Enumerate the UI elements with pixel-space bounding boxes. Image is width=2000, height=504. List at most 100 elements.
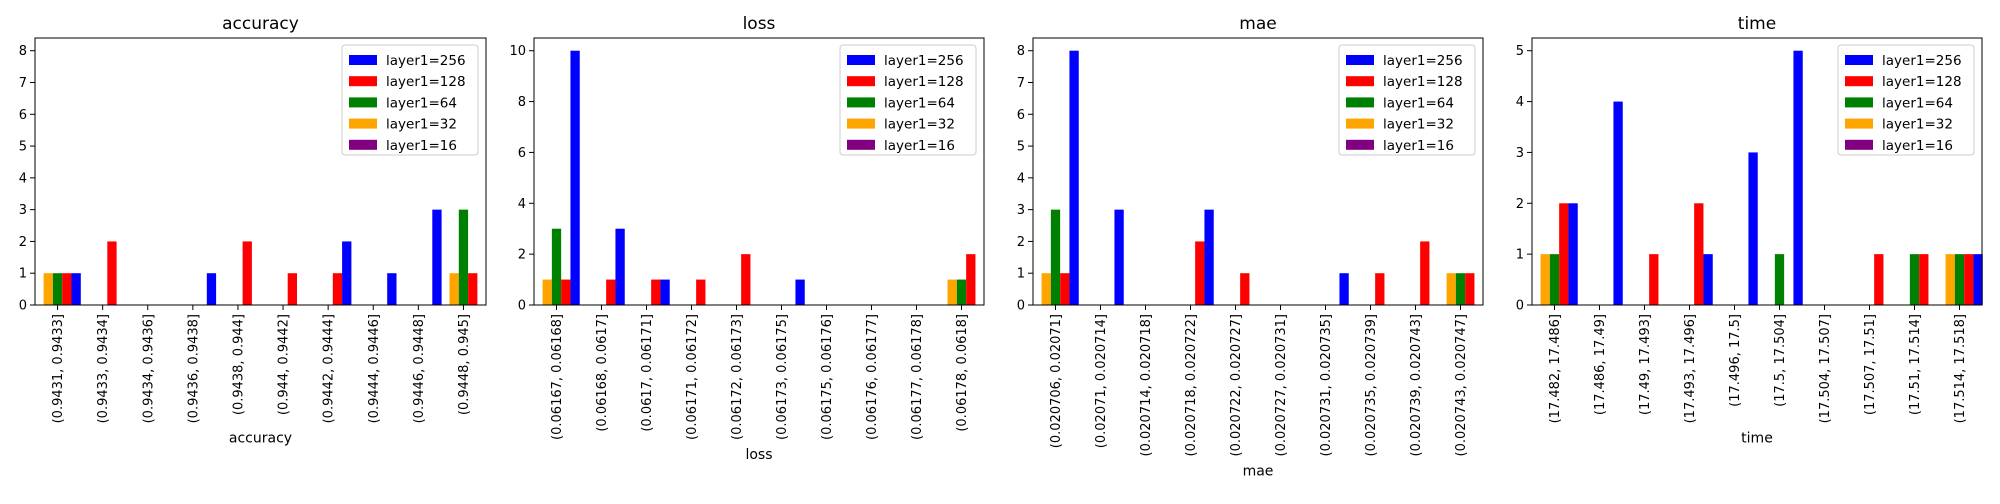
x-tick-label: (0.02071, 0.020714] <box>1094 314 1109 448</box>
bar-layer1-256-5 <box>795 279 805 305</box>
bar-layer1-128-9 <box>966 254 976 305</box>
y-tick-label: 0 <box>1516 299 1524 314</box>
y-tick-label: 3 <box>1017 203 1025 218</box>
x-tick-label: (0.06178, 0.0618] <box>955 314 970 432</box>
x-tick-label: (0.9448, 0.945] <box>457 314 472 415</box>
x-tick-label: (0.9444, 0.9446] <box>367 314 382 423</box>
y-tick-label: 8 <box>19 44 27 59</box>
y-tick-label: 5 <box>1017 140 1025 155</box>
bar-layer1-128-2 <box>651 279 661 305</box>
legend-swatch <box>1845 76 1873 87</box>
y-tick-label: 6 <box>19 108 27 123</box>
chart-title: loss <box>743 14 776 34</box>
bar-layer1-128-9 <box>1465 273 1475 305</box>
y-tick-label: 4 <box>1516 95 1524 110</box>
legend-label: layer1=32 <box>1383 117 1454 133</box>
legend-swatch <box>1845 118 1873 129</box>
bar-layer1-128-8 <box>1420 241 1430 305</box>
y-tick-label: 2 <box>1017 235 1025 250</box>
legend-label: layer1=32 <box>1882 117 1953 133</box>
legend-swatch <box>1845 55 1873 65</box>
bar-layer1-64-5 <box>1774 254 1785 305</box>
bar-layer1-64-9 <box>1954 254 1965 305</box>
y-tick-label: 1 <box>19 267 27 282</box>
bar-layer1-128-3 <box>1694 203 1704 305</box>
bar-layer1-64-9 <box>956 279 967 305</box>
x-tick-label: (0.06173, 0.06175] <box>775 314 790 440</box>
bar-layer1-128-7 <box>1874 254 1884 305</box>
x-axis-label: accuracy <box>229 430 292 446</box>
bar-layer1-32-9 <box>947 279 957 305</box>
chart-panel-accuracy: accuracy 0 1 2 3 4 5 6 7 8 (0.9431, 0.9433] (0.9433… <box>19 14 487 446</box>
bar-layer1-64-0 <box>1549 254 1560 305</box>
bar-layer1-64-0 <box>1050 209 1061 305</box>
legend-swatch <box>847 97 875 108</box>
legend: layer1=256 layer1=128 layer1=64 layer1=32 la… <box>1338 44 1476 156</box>
x-tick-label: (17.49, 17.493] <box>1638 314 1653 415</box>
bar-layer1-128-1 <box>107 241 117 305</box>
legend-label: layer1=32 <box>386 117 457 133</box>
legend-label: layer1=16 <box>1383 138 1454 154</box>
bar-layer1-128-2 <box>1649 254 1659 305</box>
chart-title: accuracy <box>222 14 299 34</box>
legend-swatch <box>1845 97 1873 108</box>
x-tick-label: (0.9442, 0.9444] <box>322 314 337 423</box>
x-tick-label: (0.020722, 0.020727] <box>1229 314 1244 456</box>
chart-panel-mae: mae 0 1 2 3 4 5 6 7 8 (0.020706, 0.02071] (0.02071,… <box>1017 14 1484 479</box>
bar-layer1-64-9 <box>458 209 469 305</box>
legend-swatch <box>349 118 377 129</box>
x-tick-label: (17.504, 17.507] <box>1818 314 1833 423</box>
y-tick-label: 2 <box>1516 197 1524 212</box>
legend-swatch <box>847 118 875 129</box>
y-tick-label: 5 <box>19 140 27 155</box>
x-tick-label: (0.020718, 0.020722] <box>1184 314 1199 456</box>
bar-layer1-128-5 <box>287 273 297 305</box>
bar-layer1-128-0 <box>561 279 571 305</box>
bar-layer1-64-0 <box>551 228 562 305</box>
bar-layer1-128-8 <box>1919 254 1929 305</box>
y-tick-label: 3 <box>1516 146 1524 161</box>
legend-swatch <box>1346 118 1374 129</box>
x-tick-label: (0.06177, 0.06178] <box>910 314 925 440</box>
x-tick-label: (0.06167, 0.06168] <box>550 314 565 440</box>
bar-layer1-256-0 <box>71 273 81 305</box>
bar-layer1-256-2 <box>660 279 670 305</box>
x-tick-label: (0.020706, 0.02071] <box>1049 314 1064 448</box>
bar-layer1-256-3 <box>1703 254 1713 305</box>
x-tick-label: (0.9446, 0.9448] <box>412 314 427 423</box>
bar-layer1-256-7 <box>387 273 397 305</box>
bar-layer1-256-1 <box>615 228 625 305</box>
bar-layer1-256-6 <box>1339 273 1349 305</box>
x-tick-label: (0.06176, 0.06177] <box>865 314 880 440</box>
y-tick-label: 4 <box>1017 171 1025 186</box>
bar-layer1-128-3 <box>696 279 706 305</box>
chart-panel-time: time 0 1 2 3 4 5 (17.482, 17.486] (17.486, 17.49… <box>1516 14 1983 446</box>
x-tick-label: (0.9438, 0.944] <box>231 314 246 415</box>
legend-swatch <box>349 139 377 150</box>
bar-layer1-256-1 <box>1114 209 1124 305</box>
legend-label: layer1=128 <box>1383 74 1463 90</box>
x-axis-label: mae <box>1243 463 1274 479</box>
chart-title: time <box>1738 14 1776 34</box>
x-tick-label: (0.9433, 0.9434] <box>96 314 111 423</box>
x-tick-label: (0.9436, 0.9438] <box>186 314 201 423</box>
bar-layer1-128-7 <box>1375 273 1385 305</box>
bar-layer1-64-8 <box>1909 254 1920 305</box>
x-tick-label: (17.514, 17.518] <box>1953 314 1968 423</box>
legend-swatch <box>847 139 875 150</box>
plot-frame <box>533 37 985 306</box>
legend-swatch <box>349 55 377 65</box>
bar-layer1-128-0 <box>1060 273 1070 305</box>
bar-layer1-256-4 <box>1748 152 1758 305</box>
x-tick-label: (0.9431, 0.9433] <box>51 314 66 423</box>
legend: layer1=256 layer1=128 layer1=64 layer1=32 la… <box>1837 44 1975 156</box>
bar-layer1-32-9 <box>449 273 459 305</box>
legend-label: layer1=16 <box>386 138 457 154</box>
bar-layer1-128-9 <box>1964 254 1974 305</box>
x-tick-label: (0.0617, 0.06171] <box>640 314 655 432</box>
x-tick-label: (17.496, 17.5] <box>1728 314 1743 407</box>
bar-layer1-32-0 <box>43 273 53 305</box>
y-tick-label: 8 <box>1017 44 1025 59</box>
y-tick-label: 6 <box>518 146 526 161</box>
